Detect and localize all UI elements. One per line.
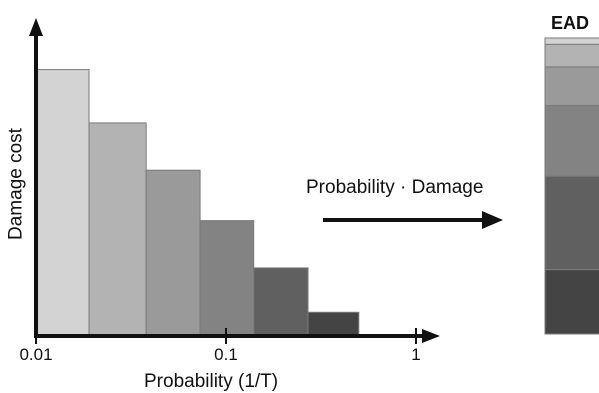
damage-bar-2 [88, 122, 147, 337]
ead-segment-6 [544, 269, 599, 335]
y-axis-title: Damage cost [5, 128, 27, 240]
y-axis-arrowhead [29, 18, 43, 36]
damage-bar-1 [35, 69, 90, 337]
x-tick-label-1: 1 [411, 345, 421, 364]
x-axis-title: Probability (1/T) [144, 371, 279, 392]
damage-bar-3 [145, 169, 201, 337]
x-axis-ticks [35, 328, 417, 344]
damage-bar-4 [199, 220, 255, 337]
ead-label: EAD [551, 13, 590, 33]
x-tick-label-0-01: 0.01 [19, 345, 53, 364]
transform-arrowhead [482, 211, 503, 229]
ead-stack [544, 37, 599, 335]
x-axis-arrowhead [422, 329, 440, 343]
x-tick-label-0-1: 0.1 [214, 345, 238, 364]
transform-label: Probability · Damage [306, 177, 484, 198]
damage-bar-5 [253, 267, 309, 337]
ead-segment-4 [544, 105, 599, 177]
ead-segment-3 [544, 66, 599, 107]
ead-segment-2 [544, 43, 599, 68]
damage-bars [35, 69, 360, 337]
damage-bar-6 [307, 311, 360, 337]
ead-segment-5 [544, 175, 599, 271]
ead-segment-1 [544, 37, 599, 45]
